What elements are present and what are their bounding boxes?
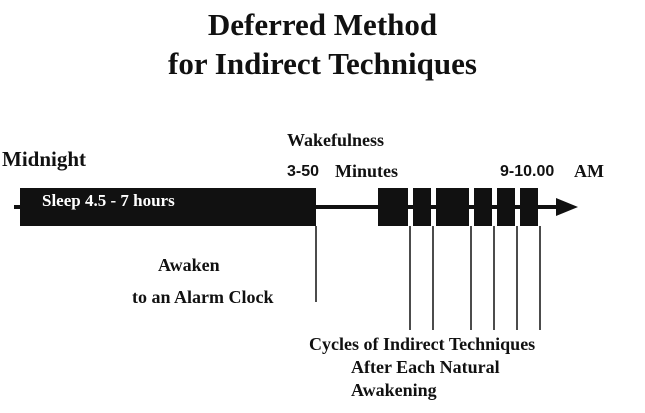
cycles-label-line-1: Cycles of Indirect Techniques [309, 334, 536, 354]
awakening-lines [409, 226, 541, 330]
timeline-arrowhead [556, 198, 578, 216]
cycle-blocks [378, 188, 538, 226]
wakefulness-duration-unit: Minutes [335, 161, 398, 181]
awaken-label-line-2: to an Alarm Clock [132, 287, 274, 307]
cycle-block [378, 188, 408, 226]
cycles-label-line-3: Awakening [351, 380, 437, 400]
cycle-block [436, 188, 469, 226]
wakefulness-label: Wakefulness [287, 130, 385, 150]
end-time-number: 9-10.00 [500, 163, 555, 180]
cycles-label-line-2: After Each Natural [351, 357, 500, 377]
awaken-label-line-1: Awaken [158, 255, 220, 275]
end-time-unit: AM [574, 161, 604, 181]
title-line-1: Deferred Method [207, 7, 438, 42]
sleep-bar-label: Sleep 4.5 - 7 hours [42, 191, 175, 210]
cycle-block [497, 188, 515, 226]
title-line-2: for Indirect Techniques [168, 46, 477, 81]
cycle-block [520, 188, 538, 226]
wakefulness-duration-number: 3-50 [287, 163, 320, 180]
sleep-bar [20, 188, 316, 226]
midnight-label: Midnight [2, 147, 87, 171]
cycle-block [413, 188, 431, 226]
cycle-block [474, 188, 492, 226]
